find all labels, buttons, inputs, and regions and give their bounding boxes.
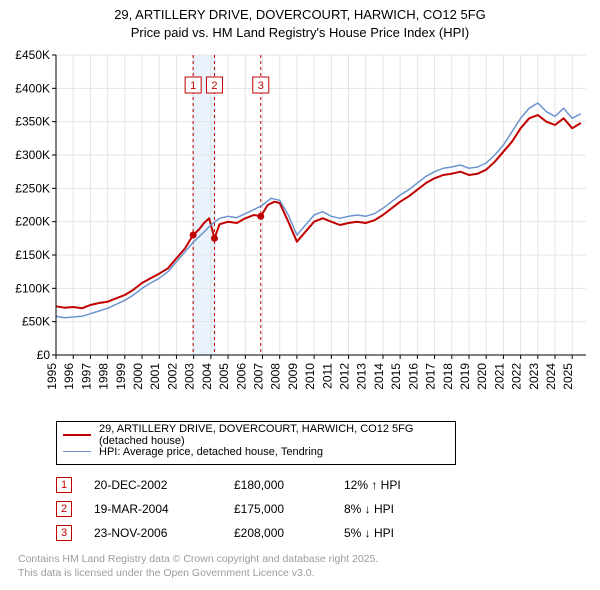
svg-text:2006: 2006 [234, 363, 248, 390]
svg-text:2024: 2024 [544, 363, 558, 390]
svg-text:2016: 2016 [406, 363, 420, 390]
svg-text:2010: 2010 [303, 363, 317, 390]
svg-text:£300K: £300K [15, 148, 50, 162]
svg-text:£0: £0 [37, 348, 51, 362]
svg-text:2018: 2018 [441, 363, 455, 390]
marker-pct-2: 8% ↓ HPI [344, 502, 454, 516]
svg-text:1998: 1998 [97, 363, 111, 390]
title-block: 29, ARTILLERY DRIVE, DOVERCOURT, HARWICH… [8, 6, 592, 41]
svg-text:£250K: £250K [15, 181, 50, 195]
svg-text:2019: 2019 [458, 363, 472, 390]
chart-container: 29, ARTILLERY DRIVE, DOVERCOURT, HARWICH… [0, 0, 600, 584]
svg-text:1: 1 [190, 80, 196, 92]
marker-date-2: 19-MAR-2004 [94, 502, 234, 516]
marker-badge-2: 2 [56, 501, 72, 517]
legend-label-hpi: HPI: Average price, detached house, Tend… [99, 446, 323, 458]
svg-text:2005: 2005 [217, 363, 231, 390]
legend-label-price-paid: 29, ARTILLERY DRIVE, DOVERCOURT, HARWICH… [99, 423, 449, 447]
svg-text:£450K: £450K [15, 49, 50, 62]
marker-badge-1: 1 [56, 477, 72, 493]
marker-date-1: 20-DEC-2002 [94, 478, 234, 492]
svg-text:2015: 2015 [389, 363, 403, 390]
svg-text:2009: 2009 [286, 363, 300, 390]
marker-badge-3: 3 [56, 525, 72, 541]
svg-text:2014: 2014 [372, 363, 386, 390]
svg-text:2011: 2011 [320, 363, 334, 389]
svg-text:£100K: £100K [15, 281, 50, 295]
chart-area: £0 £50K £100K £150K £200K £250K £300K £350K £400… [8, 49, 592, 419]
attribution: Contains HM Land Registry data © Crown c… [18, 553, 582, 580]
line-chart: £0 £50K £100K £150K £200K £250K £300K £350K £400… [8, 49, 592, 419]
sale-markers-table: 1 20-DEC-2002 £180,000 12% ↑ HPI 2 19-MA… [56, 473, 582, 545]
legend-swatch-price-paid [63, 434, 91, 436]
legend-swatch-hpi [63, 451, 91, 452]
svg-text:2023: 2023 [527, 363, 541, 390]
legend: 29, ARTILLERY DRIVE, DOVERCOURT, HARWICH… [56, 421, 456, 465]
svg-text:1995: 1995 [45, 363, 59, 390]
marker-pct-1: 12% ↑ HPI [344, 478, 454, 492]
svg-text:£350K: £350K [15, 115, 50, 129]
svg-text:2013: 2013 [355, 363, 369, 390]
sale-marker-row: 2 19-MAR-2004 £175,000 8% ↓ HPI [56, 497, 582, 521]
svg-text:2008: 2008 [269, 363, 283, 390]
svg-text:2007: 2007 [251, 363, 265, 390]
svg-text:2022: 2022 [510, 363, 524, 390]
sale-marker-row: 3 23-NOV-2006 £208,000 5% ↓ HPI [56, 521, 582, 545]
svg-text:2000: 2000 [131, 363, 145, 390]
svg-text:£50K: £50K [22, 315, 50, 329]
marker-pct-3: 5% ↓ HPI [344, 526, 454, 540]
svg-text:2003: 2003 [183, 363, 197, 390]
svg-text:2012: 2012 [338, 363, 352, 390]
attribution-line-1: Contains HM Land Registry data © Crown c… [18, 553, 582, 567]
svg-text:£150K: £150K [15, 248, 50, 262]
marker-price-3: £208,000 [234, 526, 344, 540]
marker-date-3: 23-NOV-2006 [94, 526, 234, 540]
svg-text:2002: 2002 [165, 363, 179, 390]
attribution-line-2: This data is licensed under the Open Gov… [18, 567, 582, 581]
title-line-1: 29, ARTILLERY DRIVE, DOVERCOURT, HARWICH… [8, 6, 592, 24]
svg-text:1999: 1999 [114, 363, 128, 390]
marker-price-1: £180,000 [234, 478, 344, 492]
marker-price-2: £175,000 [234, 502, 344, 516]
svg-text:2: 2 [211, 80, 217, 92]
svg-text:2001: 2001 [148, 363, 162, 390]
svg-text:£200K: £200K [15, 215, 50, 229]
svg-text:3: 3 [258, 80, 264, 92]
svg-text:1996: 1996 [62, 363, 76, 390]
svg-text:2004: 2004 [200, 363, 214, 390]
svg-text:1997: 1997 [79, 363, 93, 390]
svg-text:£400K: £400K [15, 81, 50, 95]
svg-text:2020: 2020 [475, 363, 489, 390]
title-line-2: Price paid vs. HM Land Registry's House … [8, 24, 592, 42]
svg-text:2025: 2025 [561, 363, 575, 390]
sale-marker-row: 1 20-DEC-2002 £180,000 12% ↑ HPI [56, 473, 582, 497]
svg-text:2017: 2017 [424, 363, 438, 390]
legend-item-price-paid: 29, ARTILLERY DRIVE, DOVERCOURT, HARWICH… [63, 426, 449, 443]
svg-text:2021: 2021 [492, 363, 506, 390]
